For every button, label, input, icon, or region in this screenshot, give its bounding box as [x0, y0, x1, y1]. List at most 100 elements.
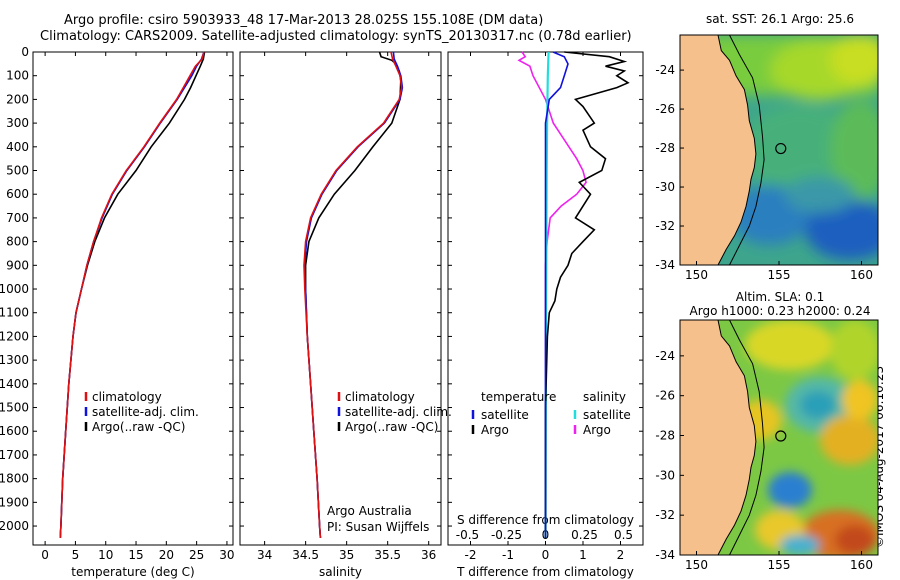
sst_map-title: sat. SST: 26.1 Argo: 25.6: [706, 12, 854, 26]
sst_map-lat-label: -30: [655, 180, 675, 194]
pressure-tick-label: 300: [6, 116, 29, 130]
pressure-tick-label: 1600: [0, 424, 29, 438]
sst_map-lat-label: -34: [655, 258, 675, 272]
difference-xlabel: T difference from climatology: [456, 565, 634, 579]
sla_map-shelf-contour: [729, 320, 765, 555]
sla_map-lon-label: 160: [850, 558, 873, 572]
salinity-x-tick-label: 36: [421, 548, 436, 562]
difference-legend-label: Argo: [481, 423, 509, 437]
pressure-tick-label: 0: [21, 45, 29, 59]
figure-title-line1: Argo profile: csiro 5903933_48 17-Mar-20…: [64, 13, 544, 28]
pressure-tick-label: 2000: [0, 519, 29, 533]
sst_map-land: [680, 35, 757, 265]
difference-t-tick-label: 1: [579, 548, 587, 562]
pressure-tick-label: 1800: [0, 472, 29, 486]
sla_map-title: Altim. SLA: 0.1: [736, 290, 824, 304]
pressure-tick-label: 200: [6, 92, 29, 106]
sst_map-shelf-contour: [729, 35, 765, 265]
sst_map-lat-label: -28: [655, 141, 675, 155]
sla_map-lon-label: 150: [685, 558, 708, 572]
salinity-series-0: [303, 51, 403, 538]
temperature-panel-frame: [32, 51, 234, 546]
salinity-x-tick-label: 35.5: [374, 548, 401, 562]
sla_map-title: Argo h1000: 0.23 h2000: 0.24: [690, 304, 871, 318]
temperature-x-tick-label: 5: [72, 548, 80, 562]
temperature-legend-label: Argo(..raw -QC): [92, 420, 185, 434]
sst_map-lon-label: 160: [850, 268, 873, 282]
pressure-tick-label: 1200: [0, 329, 29, 343]
salinity-panel-frame: [239, 51, 442, 546]
sla_map-lat-label: -24: [655, 349, 675, 363]
pressure-tick-label: 800: [6, 235, 29, 249]
difference-legend-label: satellite: [583, 408, 631, 422]
temperature-x-tick-label: 0: [41, 548, 49, 562]
argo-australia-label: Argo Australia: [327, 504, 412, 518]
temperature-x-tick-label: 10: [98, 548, 113, 562]
difference-t-tick-label: -1: [502, 548, 514, 562]
difference-t-argo-line: [544, 51, 630, 538]
salinity-xlabel: salinity: [319, 565, 362, 579]
salinity-legend-label: Argo(..raw -QC): [345, 420, 438, 434]
pressure-tick-label: 1100: [0, 306, 29, 320]
difference-t-tick-label: -2: [465, 548, 477, 562]
difference-s-argo-line: [517, 51, 587, 538]
sla_map-land: [680, 320, 757, 555]
salinity-x-tick-label: 34: [257, 548, 272, 562]
pressure-tick-label: 1400: [0, 377, 29, 391]
salinity-legend-label: satellite-adj. clim.: [345, 405, 452, 419]
temperature-x-tick-label: 15: [128, 548, 143, 562]
temperature-x-tick-label: 30: [219, 548, 234, 562]
legend-salinity-heading: salinity: [583, 390, 626, 404]
figure-title-line2: Climatology: CARS2009. Satellite-adjuste…: [40, 29, 632, 44]
pressure-tick-label: 500: [6, 164, 29, 178]
pressure-tick-label: 1500: [0, 401, 29, 415]
difference-t-tick-label: 0: [542, 548, 550, 562]
sst_map-lat-label: -24: [655, 63, 675, 77]
sst_map-float-marker: [775, 142, 787, 155]
sla_map-lat-label: -34: [655, 548, 675, 562]
difference-s-tick-label: 0.5: [614, 528, 633, 542]
sla_map-lat-label: -28: [655, 429, 675, 443]
salinity-x-tick-label: 34.5: [292, 548, 319, 562]
legend-temperature-heading: temperature: [481, 390, 556, 404]
salinity-series-1: [303, 51, 404, 538]
pressure-tick-label: 1300: [0, 353, 29, 367]
pressure-tick-label: 600: [6, 187, 29, 201]
temperature-legend-label: climatology: [92, 390, 162, 404]
sla_map-float-marker: [775, 430, 787, 442]
sst_map-lon-label: 155: [768, 268, 791, 282]
difference-s-tick-label: -0.25: [491, 528, 522, 542]
difference-t-tick-label: 2: [617, 548, 625, 562]
pressure-tick-label: 700: [6, 211, 29, 225]
pressure-tick-label: 1000: [0, 282, 29, 296]
sst_map-lat-label: -26: [655, 102, 675, 116]
sst_map-lon-label: 150: [685, 268, 708, 282]
difference-s-tick-label: -0.5: [456, 528, 479, 542]
sla_map-lon-label: 155: [768, 558, 791, 572]
temperature-xlabel: temperature (deg C): [71, 565, 194, 579]
pressure-tick-label: 900: [6, 258, 29, 272]
temperature-series-0: [59, 51, 205, 538]
salinity-legend-label: climatology: [345, 390, 415, 404]
temperature-series-1: [59, 51, 205, 538]
temperature-x-tick-label: 20: [159, 548, 174, 562]
sst-field: [680, 35, 878, 265]
pressure-tick-label: 1900: [0, 495, 29, 509]
temperature-series-2: [59, 51, 206, 538]
temperature-legend-label: satellite-adj. clim.: [92, 405, 199, 419]
sla_map-lat-label: -26: [655, 389, 675, 403]
difference-legend-label: satellite: [481, 408, 529, 422]
difference-t-satellite-line: [544, 51, 569, 538]
salinity-x-tick-label: 35: [339, 548, 354, 562]
pressure-tick-label: 1700: [0, 448, 29, 462]
sla_map-lat-label: -32: [655, 508, 675, 522]
difference-s-tick-label: 0.25: [571, 528, 598, 542]
difference-legend-label: Argo: [583, 423, 611, 437]
sla_map-lat-label: -30: [655, 468, 675, 482]
salinity-series-2: [304, 51, 402, 538]
temperature-x-tick-label: 25: [189, 548, 204, 562]
pi-label: PI: Susan Wijffels: [327, 520, 429, 534]
sst_map-lat-label: -32: [655, 219, 675, 233]
pressure-tick-label: 400: [6, 140, 29, 154]
